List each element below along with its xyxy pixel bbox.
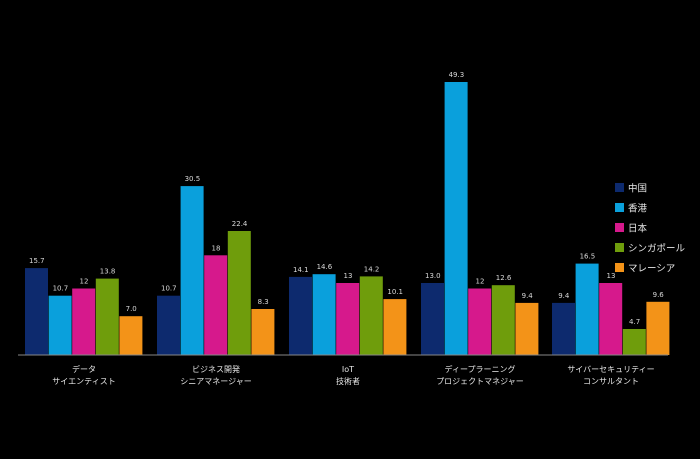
legend-swatch [615,263,624,272]
legend-label: 日本 [628,223,648,235]
bar [251,309,275,355]
bar [491,285,515,355]
legend-swatch [615,203,624,212]
bar [119,316,143,355]
data-label: 13 [344,272,353,280]
legend-label: シンガポール [628,244,686,255]
bar [336,283,360,355]
bar [468,288,492,355]
category-label: データ [72,364,96,374]
bar [289,276,312,355]
bar [227,231,251,355]
data-label: 13.0 [425,272,441,280]
data-label: 14.6 [317,263,333,271]
bar [204,255,228,355]
data-label: 15.7 [29,257,45,265]
data-label: 9.6 [653,291,665,299]
bars-layer [25,82,670,355]
bar [599,283,623,355]
bar [180,186,204,355]
legend-label: マレーシア [628,264,675,275]
data-label: 12 [80,278,89,286]
value-labels-layer: 15.7 10.7 12 13.8 7.0 10.7 30.5 18 22.4 8.3 14.1 14… [29,71,664,326]
bar [622,329,646,355]
legend-label: 香港 [628,203,648,215]
legend-swatch [615,183,624,192]
category-label: ディープラーニング [445,364,516,374]
data-label: 4.7 [629,318,640,326]
bar [515,302,539,355]
data-label: 10.1 [387,288,403,296]
bar [312,274,336,355]
category-label: シニアマネージャー [180,377,251,386]
legend-swatch [615,243,624,252]
bar [575,263,599,355]
legend-label: 中国 [628,183,647,195]
bar [95,278,119,355]
data-label: 14.1 [293,266,309,274]
data-label: 22.4 [232,220,248,228]
category-label: 技術者 [336,376,360,386]
bar [552,302,575,355]
data-label: 16.5 [580,253,596,261]
bar [646,301,670,355]
bar [72,288,96,355]
bar [48,295,72,355]
data-label: 8.3 [258,298,269,306]
data-label: 13 [607,272,616,280]
bar [383,299,407,355]
bar [25,268,48,355]
bar [157,295,180,355]
category-label: コンサルタント [583,377,639,386]
data-label: 14.2 [364,265,380,273]
data-label: 18 [212,244,221,252]
data-label: 10.7 [161,285,177,293]
data-label: 9.4 [522,292,534,300]
data-label: 12.6 [496,274,512,282]
data-label: 30.5 [185,175,201,183]
category-label: IoT [342,365,354,374]
data-label: 10.7 [53,285,69,293]
data-label: 49.3 [449,71,465,79]
category-label: プロジェクトマネジャー [436,377,524,386]
bar [421,283,444,355]
category-label: サイバーセキュリティー [567,365,654,374]
data-label: 12 [476,278,485,286]
data-label: 13.8 [100,268,116,276]
bar [359,276,383,355]
data-label: 9.4 [558,292,570,300]
category-label: ビジネス開発 [192,365,240,374]
category-label: サイエンティスト [52,377,115,386]
bar [444,82,468,355]
data-label: 7.0 [126,305,137,313]
legend-swatch [615,223,624,232]
